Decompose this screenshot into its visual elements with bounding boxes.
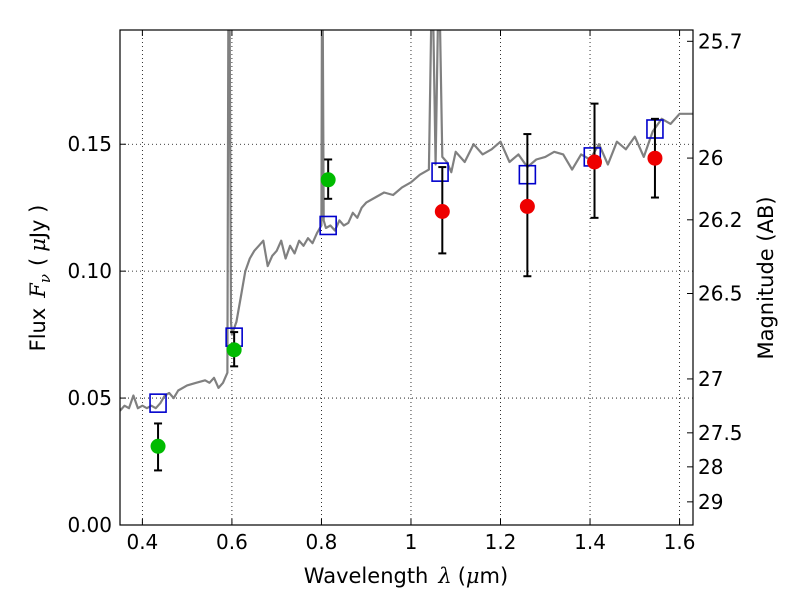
y2-tick-label: 28 [698,455,723,479]
y2-tick-label: 27 [698,367,723,391]
y-tick-label: 0.00 [67,513,112,537]
y-tick-label: 0.15 [67,132,112,156]
y-tick-label: 0.10 [67,259,112,283]
marker-layer [149,102,664,472]
observed-point [647,150,663,166]
y2-tick-label: 29 [698,490,723,514]
y-tick-label: 0.05 [67,386,112,410]
x-tick-label: 1 [405,530,418,554]
model-sed-layer [120,30,693,412]
x-tick-label: 0.8 [306,530,338,554]
observed-point [150,438,166,454]
observed-point [519,198,535,214]
model-photometry-square [431,162,449,182]
model-sed-line [120,30,693,412]
x-tick-label: 1.4 [574,530,606,554]
observed-point [434,204,450,219]
observed-point [587,154,603,170]
observed-point [226,342,242,358]
x-tick-label: 1.2 [485,530,517,554]
y2-axis-label: Magnitude (AB) [754,196,778,359]
y2-tick-label: 25.7 [698,29,743,53]
ticks: 0.4 0.6 0.8 1 1.2 1.4 1.6 0.00 0.05 0.10 0.15 25.7 2… [67,29,742,554]
grid [120,30,693,526]
x-tick-label: 0.6 [216,530,248,554]
observed-point [320,172,336,188]
model-photometry-square [149,393,167,413]
x-axis-label: Wavelength λ (μm) [304,564,508,588]
y2-tick-label: 27.5 [698,421,743,445]
model-photometry-square [319,215,337,236]
y-axis-label: FluxFν(μJy ) [26,205,54,352]
x-tick-label: 1.6 [664,530,696,554]
plot-frame [119,29,694,526]
x-tick-label: 0.4 [126,530,158,554]
y2-tick-label: 26.2 [698,208,743,232]
y2-tick-label: 26.5 [698,281,743,305]
y2-tick-label: 26 [698,146,723,170]
